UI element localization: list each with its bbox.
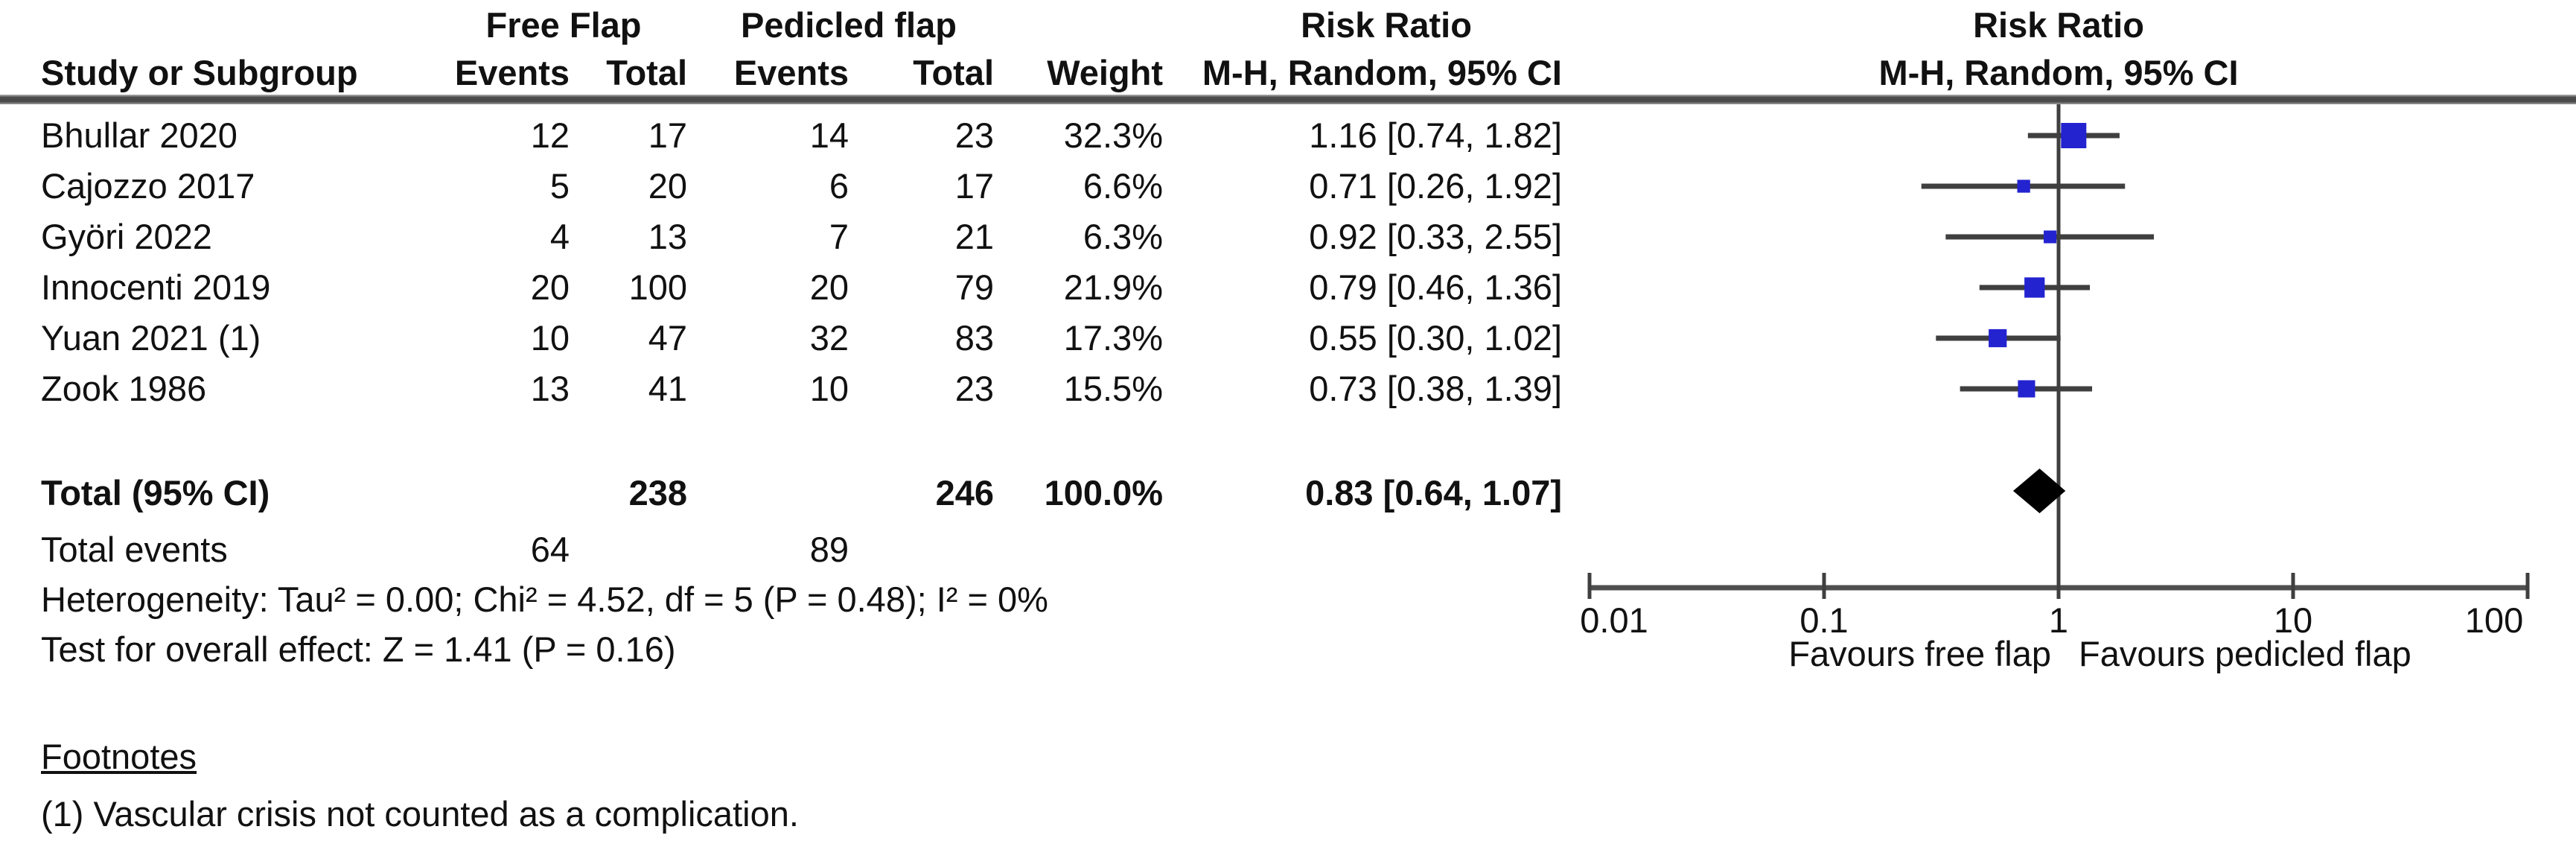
- study-events-free: 10: [530, 318, 570, 358]
- study-name: Yuan 2021 (1): [41, 318, 261, 358]
- study-events-pedicled: 7: [829, 217, 849, 256]
- study-events-pedicled: 10: [809, 369, 849, 408]
- axis-tick-label: 0.1: [1799, 600, 1849, 640]
- study-events-pedicled: 14: [809, 115, 849, 155]
- study-events-free: 20: [530, 267, 570, 307]
- effect-square: [2061, 123, 2087, 148]
- footnote-item: (1) Vascular crisis not counted as a com…: [41, 794, 799, 834]
- study-total-pedicled: 79: [954, 267, 994, 307]
- total-events-free: 64: [530, 530, 570, 569]
- study-events-pedicled: 32: [809, 318, 849, 358]
- effect-square: [1989, 329, 2007, 348]
- footnotes-title: Footnotes: [41, 737, 197, 776]
- study-events-free: 5: [549, 166, 570, 206]
- header-total2-col: Total: [913, 53, 994, 92]
- study-total-free: 17: [648, 115, 687, 155]
- axis-tick-label: 100: [2464, 600, 2524, 640]
- study-ci-text: 0.71 [0.26, 1.92]: [1309, 166, 1562, 206]
- total-row-ci: 0.83 [0.64, 1.07]: [1305, 473, 1562, 512]
- study-weight: 21.9%: [1063, 267, 1163, 307]
- study-total-free: 100: [628, 267, 687, 307]
- total-events-label: Total events: [41, 530, 228, 569]
- header-method-right: M-H, Random, 95% CI: [1878, 53, 2239, 92]
- study-total-pedicled: 21: [954, 217, 994, 256]
- total-row-label: Total (95% CI): [41, 473, 270, 512]
- favours-left-label: Favours free flap: [1788, 634, 2051, 673]
- header-weight-col: Weight: [1047, 53, 1163, 92]
- header-group-pedicled-flap: Pedicled flap: [741, 5, 957, 45]
- study-weight: 6.3%: [1083, 217, 1163, 256]
- study-name: Bhullar 2020: [41, 115, 237, 155]
- study-total-free: 13: [648, 217, 687, 256]
- study-weight: 6.6%: [1083, 166, 1163, 206]
- study-events-pedicled: 6: [829, 166, 849, 206]
- study-total-pedicled: 83: [954, 318, 994, 358]
- effect-square: [2024, 277, 2045, 298]
- study-total-free: 41: [648, 369, 687, 408]
- total-row-total1: 238: [628, 473, 687, 512]
- study-weight: 15.5%: [1063, 369, 1163, 408]
- study-events-free: 13: [530, 369, 570, 408]
- header-events1-col: Events: [454, 53, 570, 92]
- total-row-total2: 246: [935, 473, 994, 512]
- study-events-free: 4: [549, 217, 570, 256]
- header-study-col: Study or Subgroup: [41, 53, 358, 92]
- study-ci-text: 0.73 [0.38, 1.39]: [1309, 369, 1562, 408]
- header-events2-col: Events: [733, 53, 849, 92]
- study-name: Zook 1986: [41, 369, 207, 408]
- study-events-pedicled: 20: [809, 267, 849, 307]
- study-total-free: 47: [648, 318, 687, 358]
- axis-tick-label: 1: [2048, 600, 2069, 640]
- study-ci-text: 0.55 [0.30, 1.02]: [1309, 318, 1562, 358]
- study-weight: 32.3%: [1063, 115, 1163, 155]
- total-events-pedicled: 89: [809, 530, 849, 569]
- axis-tick-label: 10: [2273, 600, 2313, 640]
- study-events-free: 12: [530, 115, 570, 155]
- header-group-free-flap: Free Flap: [485, 5, 642, 45]
- study-total-pedicled: 17: [954, 166, 994, 206]
- overall-effect-text: Test for overall effect: Z = 1.41 (P = 0…: [41, 629, 676, 669]
- header-separator-line: [0, 95, 2576, 104]
- study-name: Innocenti 2019: [41, 267, 271, 307]
- heterogeneity-text: Heterogeneity: Tau² = 0.00; Chi² = 4.52,…: [41, 580, 1048, 619]
- study-ci-text: 1.16 [0.74, 1.82]: [1309, 115, 1562, 155]
- study-total-pedicled: 23: [954, 369, 994, 408]
- study-ci-text: 0.92 [0.33, 2.55]: [1309, 217, 1562, 256]
- study-ci-text: 0.79 [0.46, 1.36]: [1309, 267, 1562, 307]
- header-risk-ratio-left: Risk Ratio: [1301, 5, 1472, 45]
- axis-tick-label: 0.01: [1580, 600, 1648, 640]
- header-method-left: M-H, Random, 95% CI: [1202, 53, 1562, 92]
- effect-square: [2018, 380, 2035, 398]
- study-name: Györi 2022: [41, 217, 212, 256]
- study-total-free: 20: [648, 166, 687, 206]
- effect-square: [2017, 180, 2030, 193]
- study-name: Cajozzo 2017: [41, 166, 255, 206]
- total-diamond: [2012, 469, 2066, 513]
- header-risk-ratio-right: Risk Ratio: [1973, 5, 2144, 45]
- effect-square: [2044, 230, 2057, 244]
- study-total-pedicled: 23: [954, 115, 994, 155]
- study-weight: 17.3%: [1063, 318, 1163, 358]
- favours-right-label: Favours pedicled flap: [2079, 634, 2411, 673]
- header-total1-col: Total: [606, 53, 687, 92]
- total-row-weight: 100.0%: [1044, 473, 1163, 512]
